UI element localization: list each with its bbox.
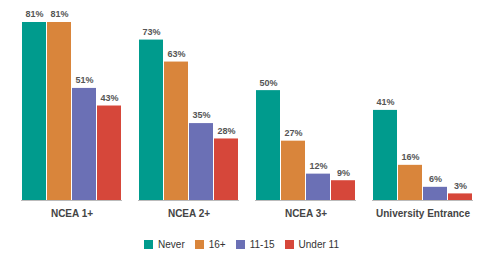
svg-text:NCEA 3+: NCEA 3+	[285, 208, 327, 219]
svg-text:81%: 81%	[25, 9, 43, 19]
html-text:Under 11: Under 11	[298, 239, 339, 250]
svg-text:43%: 43%	[100, 93, 118, 103]
svg-text:35%: 35%	[192, 110, 210, 120]
svg-text:12%: 12%	[309, 161, 327, 171]
svg-text:50%: 50%	[259, 78, 277, 88]
svg-text:University Entrance: University Entrance	[376, 208, 470, 219]
svg-text:NCEA 2+: NCEA 2+	[168, 208, 210, 219]
svg-text:9%: 9%	[337, 168, 350, 178]
svg-text:73%: 73%	[142, 27, 160, 37]
svg-text:51%: 51%	[75, 75, 93, 85]
svg-text:3%: 3%	[454, 181, 467, 191]
html-text:11-15: 11-15	[249, 239, 275, 250]
svg-text:41%: 41%	[376, 97, 394, 107]
html-text:16+: 16+	[208, 239, 226, 250]
svg-text:27%: 27%	[284, 128, 302, 138]
html-text:Never: Never	[158, 239, 185, 250]
svg-text:63%: 63%	[167, 49, 185, 59]
svg-text:6%: 6%	[429, 174, 442, 184]
svg-text:28%: 28%	[217, 126, 235, 136]
svg-text:NCEA 1+: NCEA 1+	[51, 208, 93, 219]
svg-text:81%: 81%	[50, 9, 68, 19]
svg-text:16%: 16%	[401, 152, 419, 162]
